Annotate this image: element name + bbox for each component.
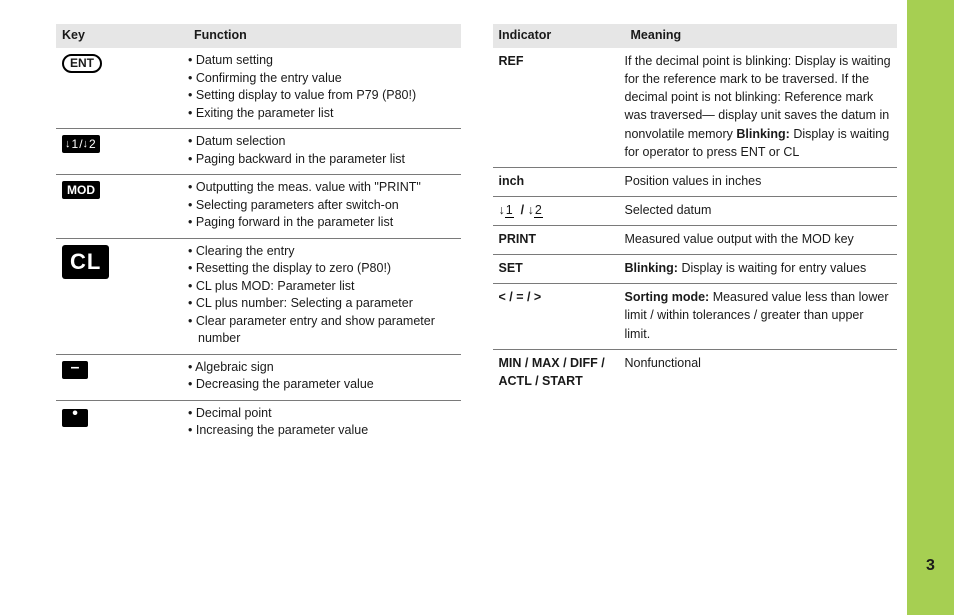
- key-cell: ENT: [56, 52, 188, 122]
- dot-key-icon: •: [62, 409, 88, 427]
- ent-key-icon: ENT: [62, 54, 102, 73]
- meaning-line: Blinking: Display is waiting for entry v…: [625, 261, 867, 275]
- left-header-row: Key Function: [56, 24, 461, 48]
- function-item: Outputting the meas. value with "PRINT": [188, 179, 455, 197]
- function-item: CL plus MOD: Parameter list: [188, 278, 455, 296]
- right-column: Indicator Meaning REFIf the decimal poin…: [493, 24, 898, 446]
- function-item: Confirming the entry value: [188, 70, 455, 88]
- key-cell: ↓1/↓2: [56, 133, 188, 168]
- datum-key-icon: ↓1/↓2: [62, 135, 100, 153]
- function-cell: Clearing the entryResetting the display …: [188, 243, 461, 348]
- datum-indicator: ↓1 / ↓2: [499, 203, 543, 218]
- sidebar-strip: 3: [907, 0, 954, 615]
- indicator-cell: MIN / MAX / DIFF / ACTL / START: [493, 354, 625, 390]
- meaning-line: Nonfunctional: [625, 356, 701, 370]
- table-row: ↓1 / ↓2 Selected datum: [493, 197, 898, 226]
- meaning-cell: If the decimal point is blinking: Displa…: [625, 52, 898, 161]
- meaning-cell: Position values in inches: [625, 172, 898, 190]
- function-item: Datum selection: [188, 133, 455, 151]
- meaning-line: Selected datum: [625, 203, 712, 217]
- function-item: Algebraic sign: [188, 359, 455, 377]
- indicator-cell: REF: [493, 52, 625, 161]
- meaning-cell: Measured value output with the MOD key: [625, 230, 898, 248]
- key-cell: –: [56, 359, 188, 394]
- meaning-cell: Blinking: Display is waiting for entry v…: [625, 259, 898, 277]
- key-cell: CL: [56, 243, 188, 348]
- table-row: ↓1/↓2 Datum selectionPaging backward in t…: [56, 129, 461, 175]
- right-header-meaning: Meaning: [631, 28, 892, 42]
- table-row: CL Clearing the entryResetting the displa…: [56, 239, 461, 355]
- function-item: Decreasing the parameter value: [188, 376, 455, 394]
- function-item: Increasing the parameter value: [188, 422, 455, 440]
- right-header-row: Indicator Meaning: [493, 24, 898, 48]
- meaning-line: Sorting mode: Measured value less than l…: [625, 290, 889, 340]
- function-item: Clearing the entry: [188, 243, 455, 261]
- table-row: SETBlinking: Display is waiting for entr…: [493, 255, 898, 284]
- table-row: ENT Datum settingConfirming the entry val…: [56, 48, 461, 129]
- table-row: MIN / MAX / DIFF / ACTL / STARTNonfuncti…: [493, 350, 898, 396]
- cl-key-icon: CL: [62, 245, 109, 279]
- meaning-cell: Sorting mode: Measured value less than l…: [625, 288, 898, 342]
- meaning-cell: Nonfunctional: [625, 354, 898, 390]
- table-row: PRINTMeasured value output with the MOD …: [493, 226, 898, 255]
- page-number: 3: [926, 557, 935, 575]
- meaning-line: If the decimal point is blinking:: [625, 54, 792, 68]
- indicator-cell: inch: [493, 172, 625, 190]
- function-cell: Algebraic signDecreasing the parameter v…: [188, 359, 461, 394]
- function-cell: Outputting the meas. value with "PRINT"S…: [188, 179, 461, 232]
- indicator-cell: ↓1 / ↓2: [493, 201, 625, 219]
- mod-key-icon: MOD: [62, 181, 100, 199]
- function-cell: Decimal pointIncreasing the parameter va…: [188, 405, 461, 440]
- left-header-key: Key: [62, 28, 194, 42]
- table-row: • Decimal pointIncreasing the parameter v…: [56, 401, 461, 446]
- function-item: CL plus number: Selecting a parameter: [188, 295, 455, 313]
- right-table-body: REFIf the decimal point is blinking: Dis…: [493, 48, 898, 396]
- indicator-cell: SET: [493, 259, 625, 277]
- indicator-cell: PRINT: [493, 230, 625, 248]
- function-cell: Datum settingConfirming the entry valueS…: [188, 52, 461, 122]
- function-item: Selecting parameters after switch-on: [188, 197, 455, 215]
- meaning-line: Position values in inches: [625, 174, 762, 188]
- key-cell: MOD: [56, 179, 188, 232]
- table-row: < / = / >Sorting mode: Measured value le…: [493, 284, 898, 349]
- function-item: Resetting the display to zero (P80!): [188, 260, 455, 278]
- table-row: REFIf the decimal point is blinking: Dis…: [493, 48, 898, 168]
- table-row: MOD Outputting the meas. value with "PRIN…: [56, 175, 461, 239]
- function-item: Paging backward in the parameter list: [188, 151, 455, 169]
- function-item: Clear parameter entry and show parameter…: [188, 313, 455, 348]
- table-row: – Algebraic signDecreasing the parameter …: [56, 355, 461, 401]
- right-header-indicator: Indicator: [499, 28, 631, 42]
- table-row: inchPosition values in inches: [493, 168, 898, 197]
- function-item: Setting display to value from P79 (P80!): [188, 87, 455, 105]
- function-cell: Datum selectionPaging backward in the pa…: [188, 133, 461, 168]
- function-item: Decimal point: [188, 405, 455, 423]
- minus-key-icon: –: [62, 361, 88, 379]
- meaning-line: Measured value output with the MOD key: [625, 232, 854, 246]
- function-item: Exiting the parameter list: [188, 105, 455, 123]
- meaning-cell: Selected datum: [625, 201, 898, 219]
- indicator-cell: < / = / >: [493, 288, 625, 342]
- left-column: Key Function ENT Datum settingConfirming …: [56, 24, 461, 446]
- function-item: Paging forward in the parameter list: [188, 214, 455, 232]
- left-table-body: ENT Datum settingConfirming the entry val…: [56, 48, 461, 446]
- function-item: Datum setting: [188, 52, 455, 70]
- page-content: Key Function ENT Datum settingConfirming …: [0, 0, 907, 470]
- key-cell: •: [56, 405, 188, 440]
- left-header-function: Function: [194, 28, 455, 42]
